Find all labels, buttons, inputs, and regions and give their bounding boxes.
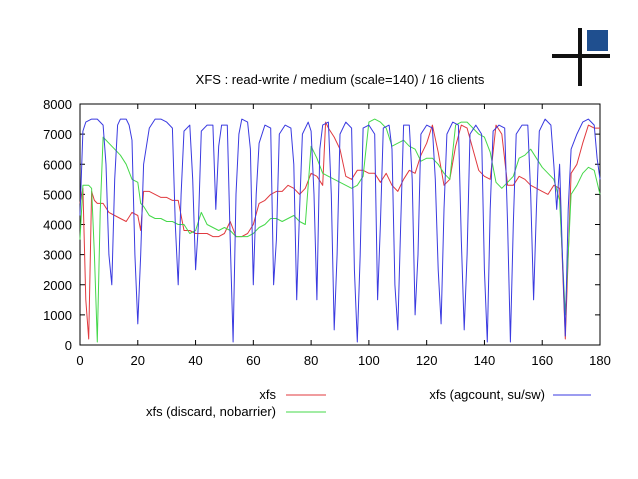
- series-line-1: [79, 121, 600, 340]
- legend-label-2: xfs (discard, nobarrier): [146, 404, 276, 419]
- series-line-3: [79, 118, 601, 343]
- x-tick-label: 0: [76, 353, 83, 368]
- y-tick-label: 2000: [43, 278, 72, 293]
- y-tick-label: 8000: [43, 97, 72, 112]
- x-tick-label: 60: [246, 353, 260, 368]
- y-tick-label: 3000: [43, 248, 72, 263]
- x-tick-label: 160: [531, 353, 553, 368]
- x-tick-label: 80: [304, 353, 318, 368]
- y-tick-label: 0: [65, 338, 72, 353]
- x-tick-label: 180: [589, 353, 611, 368]
- x-tick-label: 100: [358, 353, 380, 368]
- series-lines: [79, 118, 601, 343]
- logo: [552, 28, 610, 86]
- legend-label-1: xfs: [259, 387, 276, 402]
- series-line-2: [79, 118, 601, 343]
- logo-horizontal-bar: [552, 54, 610, 58]
- chart-title: XFS : read-write / medium (scale=140) / …: [196, 72, 485, 87]
- y-tick-label: 7000: [43, 127, 72, 142]
- x-tick-label: 20: [131, 353, 145, 368]
- y-axis: 0 1000 2000 3000 4000 5000 6000 7000 8000: [43, 97, 600, 353]
- logo-square: [587, 30, 608, 51]
- x-tick-label: 140: [474, 353, 496, 368]
- y-tick-label: 5000: [43, 187, 72, 202]
- y-tick-label: 4000: [43, 218, 72, 233]
- y-tick-label: 1000: [43, 308, 72, 323]
- x-tick-label: 40: [188, 353, 202, 368]
- legend: xfs xfs (discard, nobarrier) xfs (agcount,…: [146, 387, 591, 419]
- y-tick-label: 6000: [43, 157, 72, 172]
- x-tick-label: 120: [416, 353, 438, 368]
- legend-label-3: xfs (agcount, su/sw): [429, 387, 545, 402]
- x-axis: 0 20 40 60 80 100 120 140 160 180: [76, 104, 611, 368]
